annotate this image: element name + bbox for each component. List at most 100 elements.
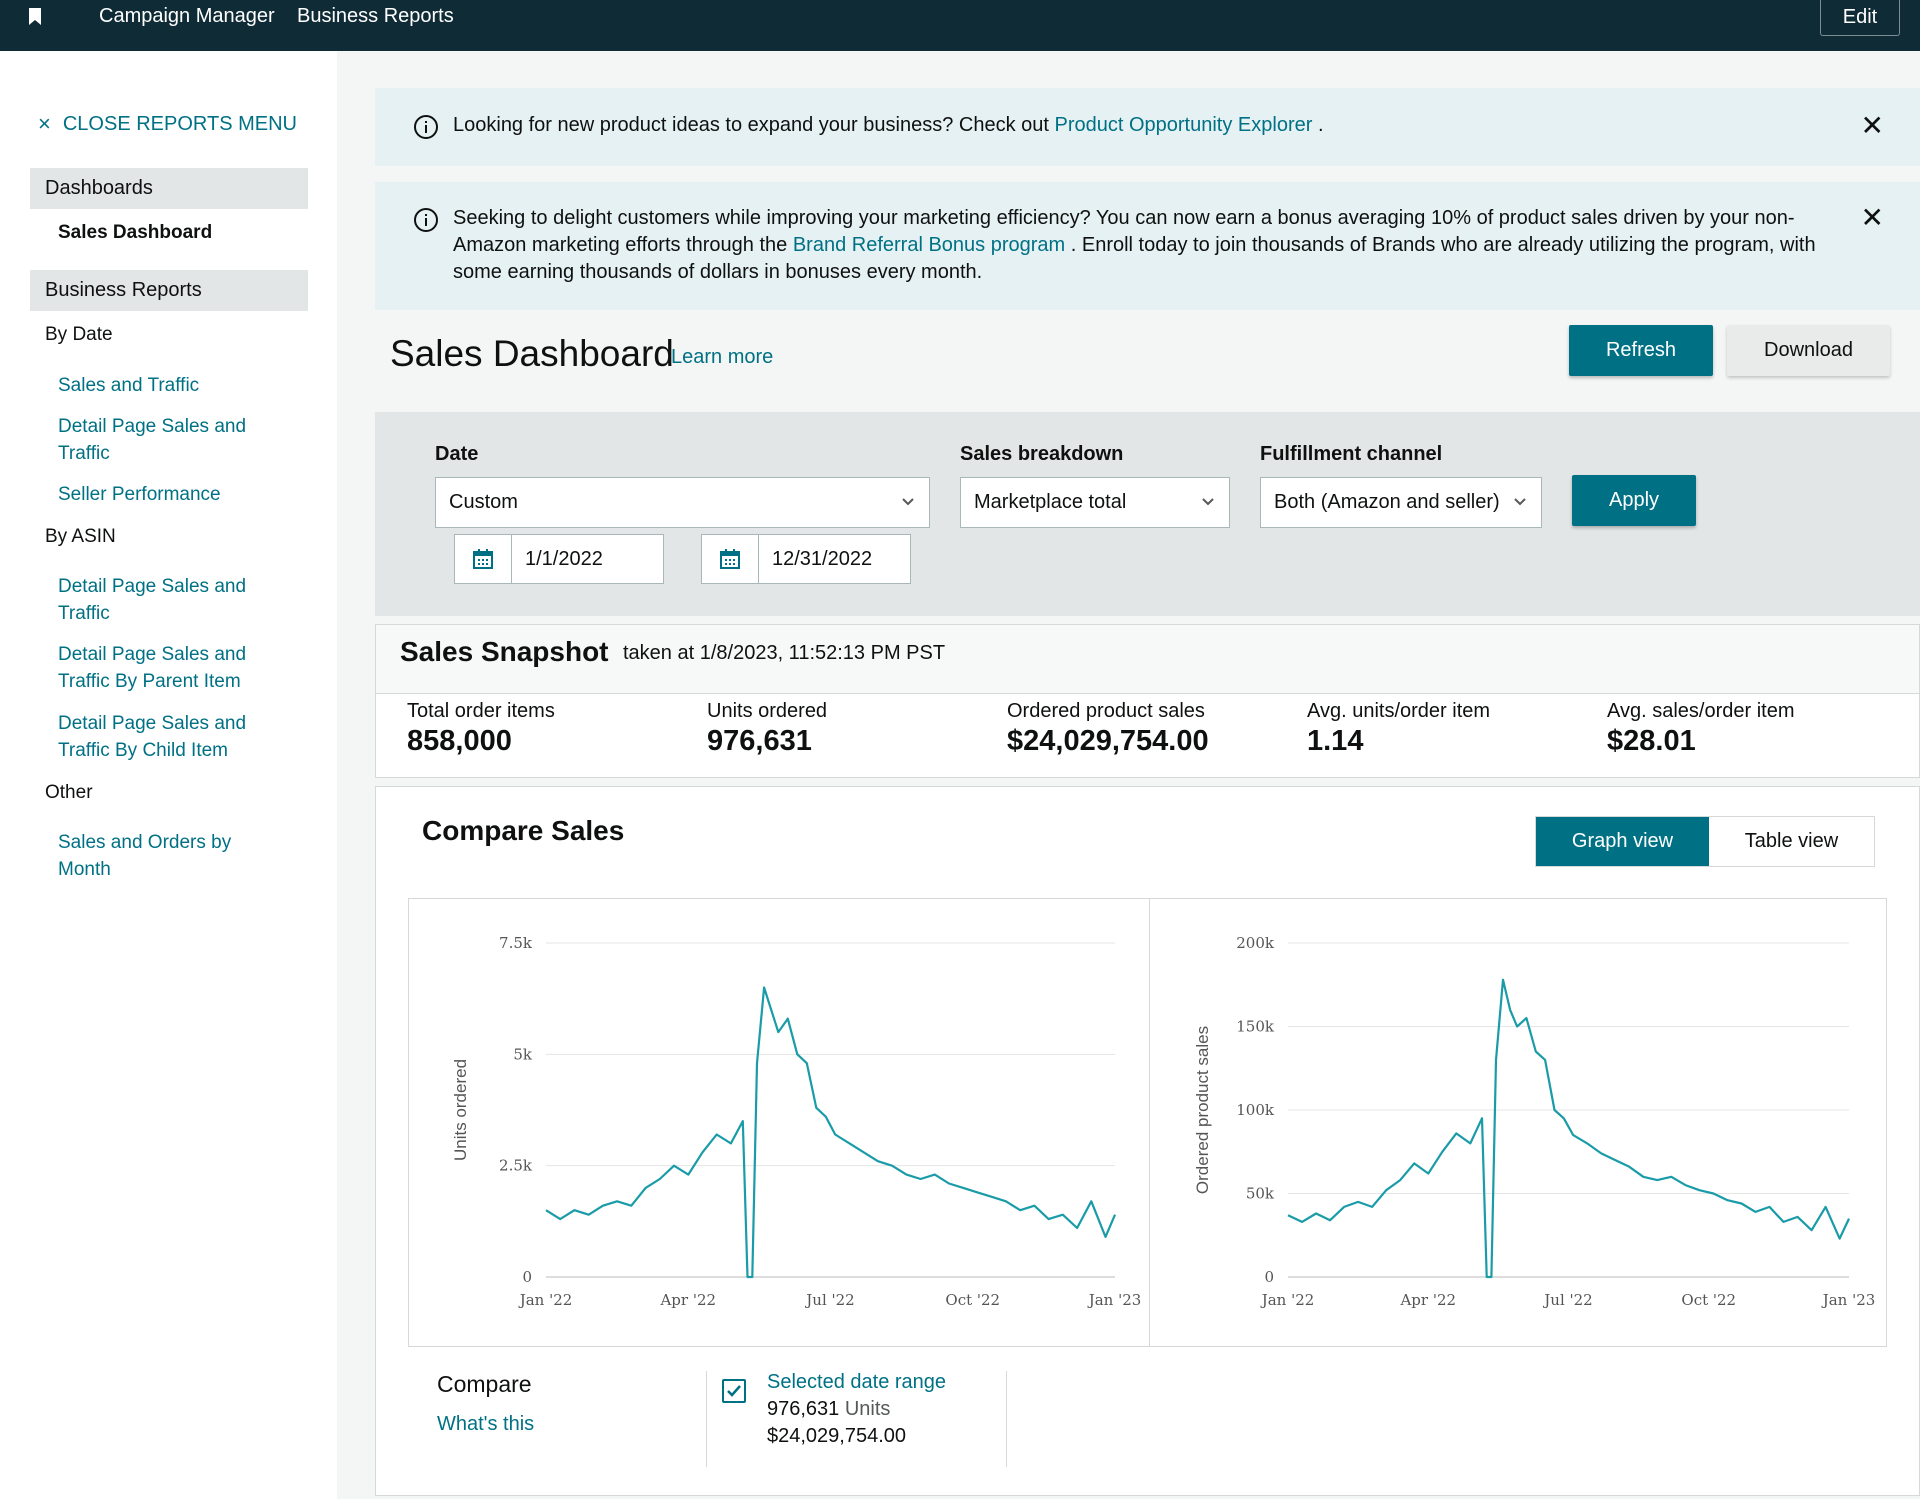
sidebar-item-sales-dashboard[interactable]: Sales Dashboard: [58, 222, 213, 243]
range-units-label: Units: [844, 1398, 891, 1420]
info-icon: [414, 115, 438, 139]
y-tick-label: 2.5k: [499, 1157, 533, 1175]
filters-panel: Date Custom 1/1/2022 12/31/2022 Sales br…: [375, 412, 1920, 616]
sidebar-item-asin-detail-page[interactable]: Detail Page Sales and Traffic: [58, 576, 247, 624]
graph-view-button[interactable]: Graph view: [1536, 817, 1709, 866]
chevron-down-icon: [902, 498, 914, 506]
range-units-value: 976,631: [767, 1398, 840, 1420]
close-icon[interactable]: ✕: [1860, 110, 1884, 141]
y-tick-label: 50k: [1246, 1185, 1275, 1203]
x-tick-label: Apr '22: [659, 1291, 716, 1309]
top-nav: Campaign Manager Business Reports Edit: [0, 0, 1920, 51]
breakdown-filter-label: Sales breakdown: [960, 443, 1124, 465]
sidebar-item-sales-orders-by-month[interactable]: Sales and Orders by Month: [58, 832, 232, 880]
chart-divider: [1149, 899, 1150, 1346]
snapshot-header: Sales Snapshot taken at 1/8/2023, 11:52:…: [376, 625, 1919, 694]
edit-button[interactable]: Edit: [1820, 0, 1900, 36]
metric-label: Units ordered: [707, 700, 828, 722]
compare-sales-title: Compare Sales: [422, 815, 625, 846]
nav-business-reports[interactable]: Business Reports: [297, 5, 454, 27]
date-filter-label: Date: [435, 443, 479, 465]
sales-breakdown-value: Marketplace total: [974, 491, 1127, 513]
metric-label: Avg. units/order item: [1307, 700, 1491, 722]
table-view-button[interactable]: Table view: [1709, 817, 1874, 866]
sidebar-section-business-reports[interactable]: Business Reports: [30, 270, 308, 311]
compare-label: Compare: [437, 1371, 532, 1397]
x-tick-label: Jan '22: [518, 1291, 573, 1309]
compare-separator: [1006, 1371, 1007, 1467]
refresh-button[interactable]: Refresh: [1569, 325, 1713, 376]
date-select[interactable]: Custom: [435, 477, 930, 528]
product-opportunity-explorer-link[interactable]: Product Opportunity Explorer: [1054, 114, 1313, 136]
close-icon: ×: [38, 111, 51, 136]
bookmark-icon[interactable]: [28, 8, 42, 25]
x-tick-label: Jan '23: [1821, 1291, 1876, 1309]
selected-range-checkbox[interactable]: [722, 1379, 746, 1403]
alert-text-end: . Enroll today to join thousands of Bran…: [453, 234, 1816, 283]
alert-product-opportunity: Looking for new product ideas to expand …: [375, 88, 1920, 166]
charts-container: 0 2.5k 5k 7.5k Jan '22 Apr '22 Jul '22 Oct '22 J…: [408, 898, 1887, 1347]
y-tick-label: 5k: [513, 1045, 533, 1063]
metric-value: 858,000: [407, 725, 512, 757]
snapshot-title: Sales Snapshot: [400, 636, 609, 667]
snapshot-timestamp: taken at 1/8/2023, 11:52:13 PM PST: [623, 642, 946, 664]
metric-units-ordered: Units ordered 976,631: [707, 700, 827, 758]
y-axis-title: Ordered product sales: [1193, 1026, 1212, 1194]
metric-label: Total order items: [407, 700, 555, 722]
info-icon: [414, 208, 438, 232]
alert-text: Seeking to delight customers while impro…: [453, 207, 1795, 256]
alert-text: Looking for new product ideas to expand …: [453, 114, 1055, 136]
learn-more-link[interactable]: Learn more: [671, 346, 774, 368]
brand-referral-bonus-link[interactable]: Brand Referral Bonus program: [792, 234, 1066, 256]
selected-range-name: Selected date range: [767, 1371, 947, 1393]
nav-campaign-manager[interactable]: Campaign Manager: [99, 5, 275, 27]
y-tick-label: 0: [1264, 1268, 1274, 1286]
page-title: Sales Dashboard: [390, 333, 674, 374]
view-toggle: Graph view Table view: [1535, 816, 1875, 867]
sidebar-group-by-asin: By ASIN: [45, 526, 116, 547]
start-date-value: 1/1/2022: [525, 548, 603, 570]
metric-total-order-items: Total order items 858,000: [407, 700, 555, 758]
reports-sidebar: × CLOSE REPORTS MENU Dashboards Sales Da…: [0, 51, 337, 1499]
metric-avg-sales-per-order: Avg. sales/order item $28.01: [1607, 700, 1795, 758]
close-icon[interactable]: ✕: [1860, 202, 1884, 233]
chevron-down-icon: [1514, 498, 1526, 506]
compare-separator: [706, 1371, 707, 1467]
compare-sales-panel: Compare Sales Graph view Table view 0 2.5…: [375, 786, 1920, 1496]
sidebar-group-by-date: By Date: [45, 324, 113, 345]
start-date-input[interactable]: 1/1/2022: [454, 534, 664, 584]
calendar-icon[interactable]: [702, 535, 759, 583]
alert-text-end: .: [1312, 114, 1324, 136]
x-tick-label: Jul '22: [804, 1291, 854, 1309]
sidebar-item-seller-performance[interactable]: Seller Performance: [58, 484, 221, 505]
x-tick-label: Apr '22: [1399, 1291, 1456, 1309]
metric-label: Avg. sales/order item: [1607, 700, 1795, 722]
series-line: [545, 986, 1117, 1279]
sales-breakdown-select[interactable]: Marketplace total: [960, 477, 1230, 528]
metric-value: $24,029,754.00: [1007, 725, 1209, 757]
series-line: [1287, 978, 1850, 1279]
y-tick-label: 200k: [1236, 934, 1275, 952]
sidebar-item-sales-and-traffic[interactable]: Sales and Traffic: [58, 375, 200, 396]
fulfillment-channel-value: Both (Amazon and seller): [1274, 491, 1500, 513]
y-tick-label: 7.5k: [499, 934, 533, 952]
calendar-icon[interactable]: [455, 535, 512, 583]
close-reports-menu-button[interactable]: × CLOSE REPORTS MENU: [38, 111, 297, 137]
sidebar-section-dashboards[interactable]: Dashboards: [30, 168, 308, 209]
fulfillment-filter-label: Fulfillment channel: [1260, 443, 1443, 465]
selected-range-sales: $24,029,754.00: [767, 1425, 907, 1447]
x-tick-label: Oct '22: [1681, 1291, 1736, 1309]
fulfillment-channel-select[interactable]: Both (Amazon and seller): [1260, 477, 1542, 528]
whats-this-link[interactable]: What's this: [437, 1413, 535, 1435]
end-date-input[interactable]: 12/31/2022: [701, 534, 911, 584]
y-tick-label: 0: [522, 1268, 532, 1286]
sidebar-item-detail-page-sales-traffic[interactable]: Detail Page Sales and Traffic: [58, 416, 247, 464]
sidebar-item-asin-by-parent[interactable]: Detail Page Sales and Traffic By Parent …: [58, 644, 247, 692]
y-tick-label: 150k: [1236, 1018, 1275, 1036]
alert-message: Looking for new product ideas to expand …: [453, 112, 1324, 139]
chevron-down-icon: [1202, 498, 1214, 506]
sidebar-group-other: Other: [45, 782, 93, 803]
download-button[interactable]: Download: [1727, 325, 1890, 376]
apply-button[interactable]: Apply: [1572, 475, 1696, 526]
sidebar-item-asin-by-child[interactable]: Detail Page Sales and Traffic By Child I…: [58, 713, 247, 761]
